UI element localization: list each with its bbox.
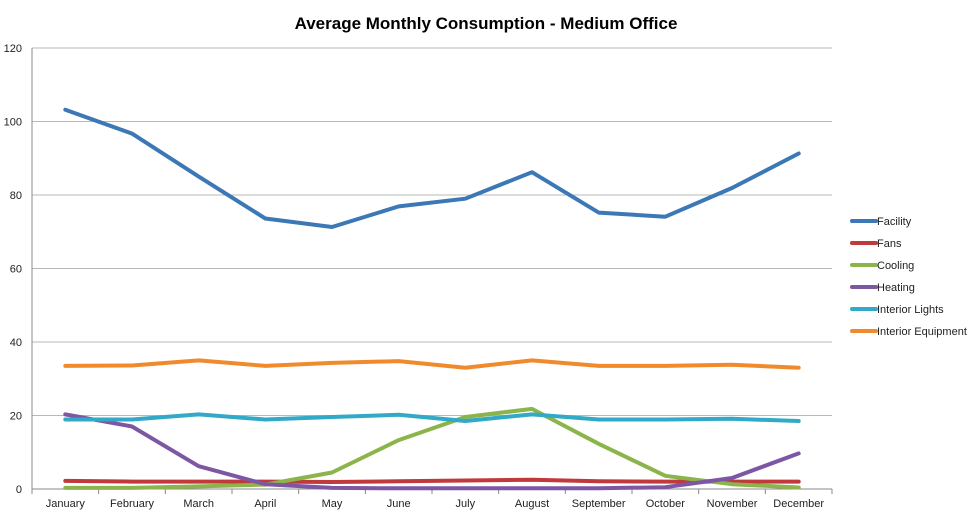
series-line-heating [63, 412, 801, 491]
x-tick-labels: January February March April May June July Augu… [46, 498, 825, 510]
x-tick-label: February [110, 498, 155, 510]
series-line-fans [63, 477, 801, 484]
series-line-interior-equipment [63, 358, 801, 370]
series-line-facility [63, 107, 801, 229]
series-line-interior-lights [63, 412, 801, 423]
y-tick-label: 0 [16, 484, 22, 496]
legend: Facility Fans Cooling Heating Interior Light… [850, 216, 967, 338]
y-tick-labels: 0 20 40 60 80 100 120 [4, 43, 22, 496]
y-tick-label: 20 [10, 411, 22, 423]
legend-label: Interior Lights [877, 304, 944, 316]
series-lines [63, 107, 801, 491]
x-tick-label: October [646, 498, 685, 510]
grid-lines [32, 47, 832, 416]
x-tick-label: December [773, 498, 824, 510]
y-tick-label: 100 [4, 117, 22, 129]
x-tick-label: June [387, 498, 411, 510]
x-tick-label: July [456, 498, 476, 510]
chart-title: Average Monthly Consumption - Medium Off… [295, 14, 678, 33]
x-tick-label: November [707, 498, 758, 510]
legend-label: Fans [877, 238, 902, 250]
legend-label: Cooling [877, 260, 914, 272]
y-tick-label: 40 [10, 337, 22, 349]
series-line-cooling [63, 406, 801, 490]
y-tick-label: 80 [10, 190, 22, 202]
x-tick-label: September [572, 498, 626, 510]
x-tick-label: May [322, 498, 343, 510]
legend-label: Facility [877, 216, 912, 228]
x-tick-label: August [515, 498, 549, 510]
x-tick-label: April [254, 498, 276, 510]
legend-label: Heating [877, 282, 915, 294]
legend-label: Interior Equipment [877, 326, 967, 338]
y-tick-label: 120 [4, 43, 22, 55]
x-tick-label: March [183, 498, 214, 510]
y-tick-label: 60 [10, 264, 22, 276]
x-tick-label: January [46, 498, 86, 510]
